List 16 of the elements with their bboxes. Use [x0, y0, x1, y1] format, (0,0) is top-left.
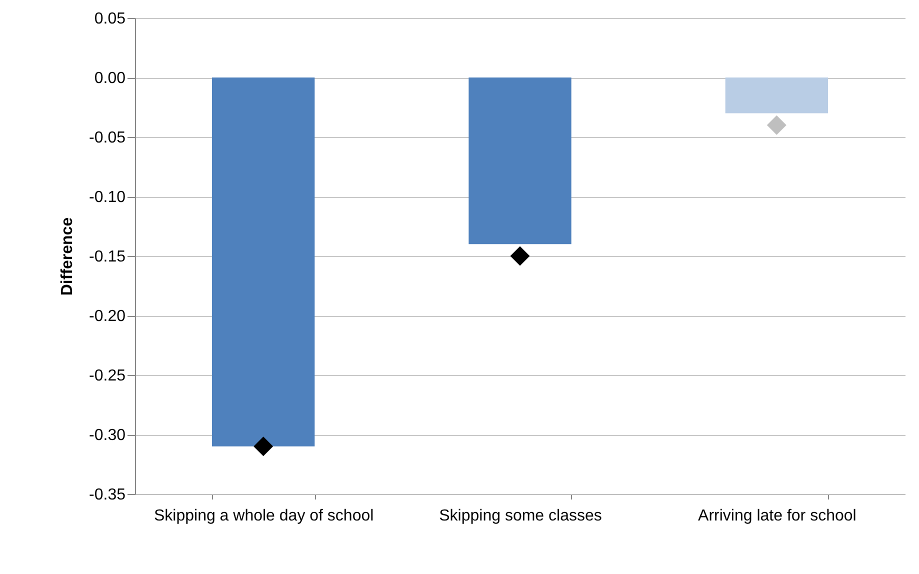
- y-tick-label: -0.10: [89, 189, 126, 206]
- y-tick-label: -0.20: [89, 308, 126, 325]
- point: [766, 115, 786, 135]
- y-tick-label: -0.05: [89, 130, 126, 146]
- x-tick-label: Arriving late for school: [698, 508, 856, 524]
- y-tick-label: -0.15: [89, 248, 126, 266]
- y-tick-label: -0.30: [89, 427, 126, 444]
- y-tick-label: -0.25: [89, 368, 126, 384]
- y-tick-label: 0.05: [94, 10, 126, 28]
- y-tick-label: 0.00: [94, 70, 126, 87]
- y-tick-label: -0.35: [89, 486, 126, 504]
- point: [254, 436, 274, 456]
- y-axis-title: Difference: [59, 217, 76, 296]
- x-tick-label: Skipping some classes: [439, 508, 602, 524]
- x-tick-label: Skipping a whole day of school: [154, 508, 374, 524]
- point: [510, 246, 530, 266]
